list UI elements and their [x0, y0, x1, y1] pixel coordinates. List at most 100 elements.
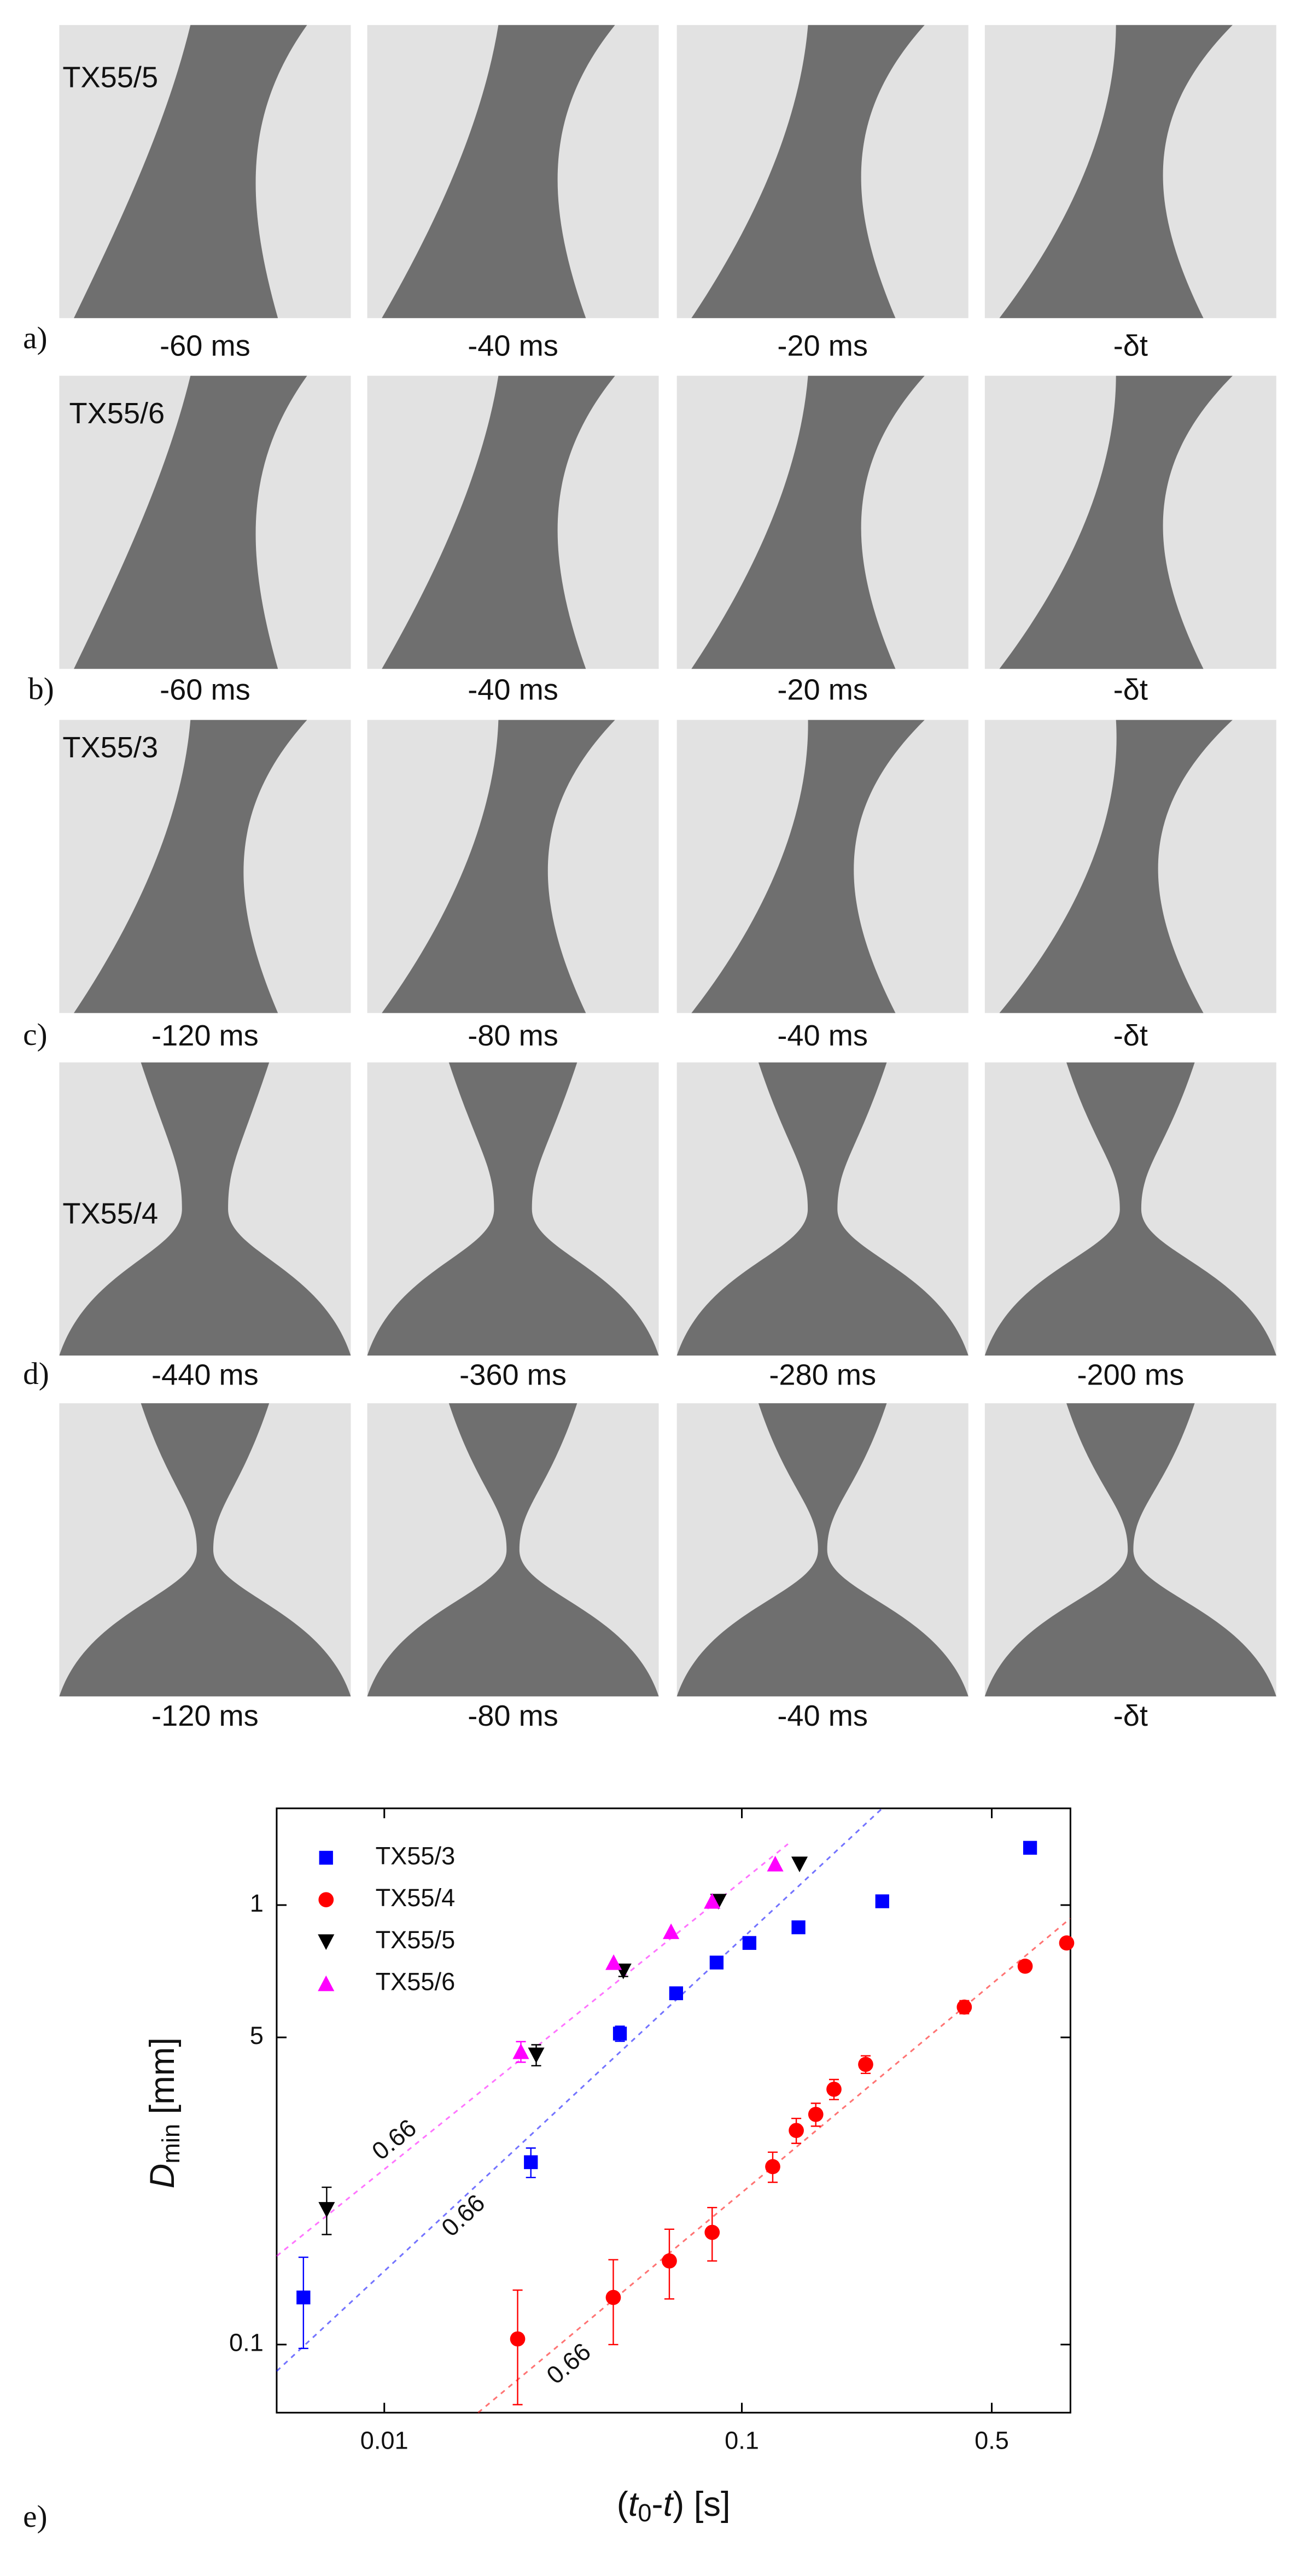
photo-subject [367, 1062, 659, 1356]
x-label-part: - [652, 2485, 663, 2524]
photo-grid: -60 ms -40 ms -20 ms -δt a) TX55/5 -60 ms -40 m… [23, 25, 1276, 1732]
data-point [605, 1954, 622, 1970]
data-point [704, 1893, 721, 1909]
data-point [1017, 1958, 1033, 1974]
time-label: -120 ms [151, 1699, 259, 1732]
x-label-part: ) [s] [673, 2485, 730, 2524]
data-point [669, 1986, 684, 2000]
legend-marker [319, 1850, 333, 1865]
x-tick-label: 0.1 [725, 2426, 759, 2454]
data-point [662, 2253, 677, 2269]
time-label: -20 ms [777, 329, 868, 362]
legend-label: TX55/6 [376, 1968, 456, 1996]
data-point [808, 2106, 824, 2122]
legend-marker [318, 1975, 335, 1991]
time-label: -40 ms [468, 329, 558, 362]
x-label-part: t [663, 2485, 674, 2524]
panel-label: c) [23, 1018, 47, 1052]
data-point [512, 2043, 529, 2059]
x-label-subscript: 0 [638, 2499, 651, 2527]
data-point [858, 2057, 873, 2072]
y-tick-label: 5 [250, 2022, 264, 2049]
time-label: -60 ms [160, 329, 250, 362]
time-label: -δt [1113, 1699, 1148, 1732]
photo-subject [999, 376, 1233, 669]
photo-subject [691, 25, 925, 318]
data-point [826, 2081, 842, 2097]
data-point [524, 2155, 538, 2169]
time-label: -360 ms [459, 1358, 567, 1391]
y-label-unit: [mm] [143, 2037, 182, 2124]
time-label: -δt [1113, 1019, 1148, 1052]
legend-marker [318, 1934, 335, 1950]
data-point [789, 2123, 804, 2139]
data-point [612, 2026, 627, 2041]
time-label: -80 ms [468, 1019, 558, 1052]
photo-subject [382, 25, 615, 318]
time-label: -δt [1113, 329, 1148, 362]
time-label: -120 ms [151, 1019, 259, 1052]
y-label-subscript: min [157, 2124, 185, 2164]
y-label-symbol: D [143, 2164, 182, 2189]
y-tick-label: 1 [250, 1889, 264, 1917]
x-tick-label: 0.5 [975, 2426, 1009, 2454]
panel-label: a) [23, 321, 47, 355]
time-label: -δt [1113, 674, 1148, 706]
photo-subject [74, 720, 307, 1013]
photo-subject [382, 376, 615, 669]
sample-label: TX55/3 [62, 731, 158, 764]
data-point [1023, 1841, 1037, 1855]
sample-label: TX55/4 [62, 1197, 158, 1230]
x-tick-label: 0.01 [360, 2426, 409, 2454]
y-tick-label: 0.1 [229, 2329, 264, 2357]
panel-label: b) [28, 672, 54, 706]
sample-label: TX55/6 [69, 397, 165, 430]
y-axis-label: Dmin [mm] [143, 2037, 185, 2188]
photo-subject [999, 720, 1233, 1013]
photo-subject [984, 1403, 1276, 1697]
data-point [767, 1855, 784, 1872]
error-bar [512, 2289, 523, 2405]
time-label: -40 ms [777, 1019, 868, 1052]
time-label: -60 ms [160, 674, 250, 706]
data-point [742, 1936, 757, 1950]
data-point [528, 2047, 545, 2064]
data-point [1059, 1935, 1075, 1951]
plot-frame [276, 1807, 1071, 2414]
data-point [605, 2289, 621, 2305]
data-point [709, 1955, 724, 1970]
time-label: -40 ms [468, 674, 558, 706]
x-axis-label: (t0-t) [s] [617, 2485, 731, 2527]
photo-subject [74, 25, 307, 318]
photo-subject [367, 1403, 659, 1697]
data-point [663, 1923, 680, 1940]
data-point [875, 1894, 889, 1908]
photo-subject [59, 1062, 351, 1356]
panel-label: d) [23, 1357, 49, 1391]
x-label-part: ( [617, 2485, 628, 2524]
time-label: -80 ms [468, 1699, 558, 1732]
data-point [765, 2159, 780, 2175]
photo-subject [74, 376, 307, 669]
legend-label: TX55/5 [376, 1926, 456, 1954]
photo-subject [382, 720, 615, 1013]
data-point [956, 1999, 972, 2015]
time-label: -440 ms [151, 1358, 259, 1391]
time-label: -40 ms [777, 1699, 868, 1732]
photo-subject [999, 25, 1233, 318]
data-point [318, 2202, 335, 2218]
legend-label: TX55/4 [376, 1884, 456, 1912]
legend-label: TX55/3 [376, 1842, 456, 1870]
photo-subject [691, 376, 925, 669]
data-point [704, 2224, 720, 2240]
time-label: -200 ms [1077, 1358, 1184, 1391]
data-point [296, 2290, 311, 2305]
photo-subject [691, 720, 925, 1013]
data-point [510, 2331, 526, 2347]
photo-subject [984, 1062, 1276, 1356]
data-point [791, 1920, 806, 1935]
photo-subject [676, 1062, 969, 1356]
panel-label: e) [23, 2499, 47, 2534]
data-point [791, 1856, 808, 1872]
